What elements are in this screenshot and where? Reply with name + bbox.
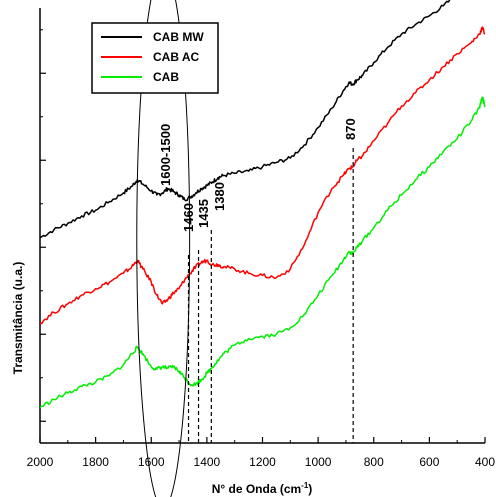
legend-label-cab-ac: CAB AC xyxy=(153,50,200,64)
x-tick-label: 2000 xyxy=(27,455,54,469)
legend: CAB MW CAB AC CAB xyxy=(91,22,219,94)
annotation-label-870: 870 xyxy=(343,118,358,140)
x-axis-ticks: 2000 1800 1600 1400 1200 1000 800 600 400 xyxy=(27,437,495,469)
legend-label-cab-mw: CAB MW xyxy=(153,30,204,44)
legend-label-cab: CAB xyxy=(153,70,179,84)
x-tick-label: 800 xyxy=(364,455,384,469)
x-tick-label: 400 xyxy=(475,455,495,469)
x-axis-title-main: N° de Onda (cm xyxy=(212,482,301,496)
x-tick-label: 1200 xyxy=(249,455,276,469)
y-axis-ticks xyxy=(40,29,46,422)
annotation-label-1435: 1435 xyxy=(196,199,211,228)
x-tick-label: 1000 xyxy=(305,455,332,469)
x-axis-title: N° de Onda (cm-1) xyxy=(212,481,313,496)
series-line-cab-mw xyxy=(39,0,454,239)
annotation-label-1380: 1380 xyxy=(212,182,227,211)
x-axis-title-superscript: -1 xyxy=(301,481,309,490)
x-axis-title-close: ) xyxy=(308,482,312,496)
x-tick-label: 1400 xyxy=(194,455,221,469)
annotation-label-1460: 1460 xyxy=(181,203,196,232)
annotation-label-1600-1500: 1600-1500 xyxy=(158,124,173,186)
x-tick-label: 600 xyxy=(419,455,439,469)
series-line-cab xyxy=(39,96,486,408)
x-tick-label: 1800 xyxy=(82,455,109,469)
y-axis-title: Transmitância (u.a.) xyxy=(11,262,25,375)
highlight-ellipse xyxy=(136,0,191,497)
x-tick-label: 1600 xyxy=(138,455,165,469)
